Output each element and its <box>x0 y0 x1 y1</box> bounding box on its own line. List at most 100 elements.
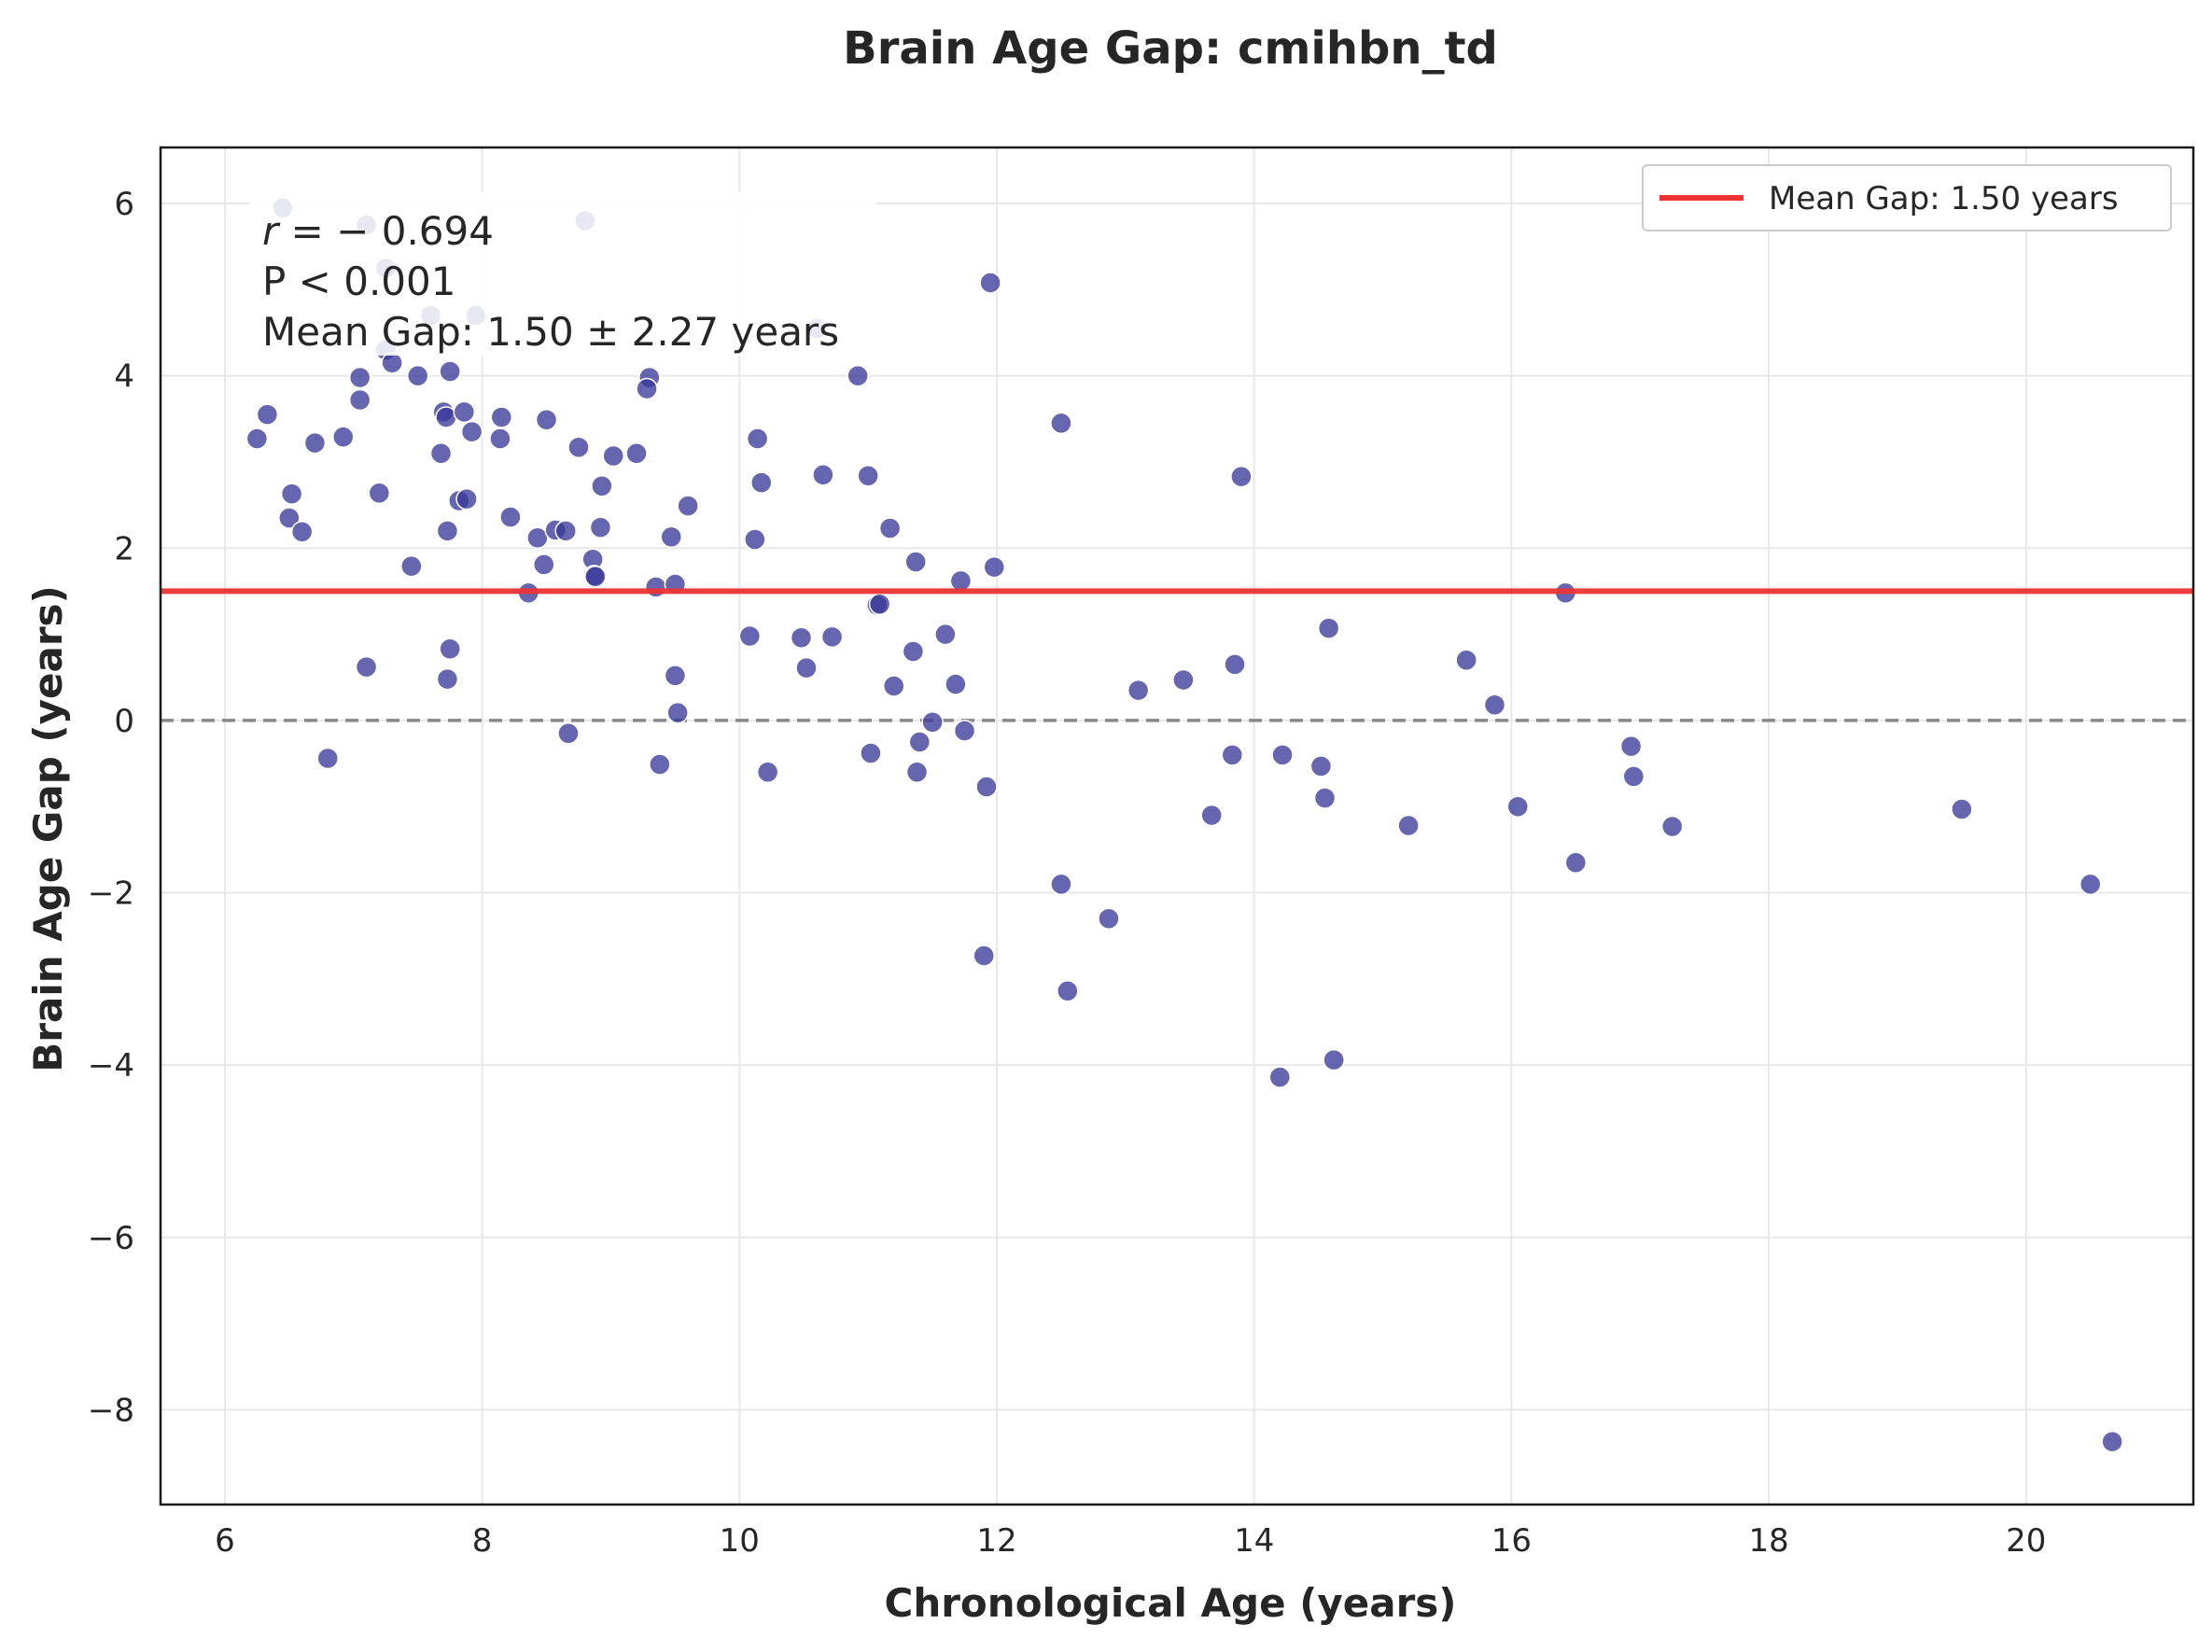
data-point <box>660 525 683 549</box>
mean-gap-stats-text: Mean Gap: 1.50 ± 2.27 years <box>262 309 839 355</box>
x-axis-ticks: 6 8 10 12 14 16 18 20 <box>215 1522 2046 1560</box>
data-point <box>400 554 423 578</box>
y-tick-label: 6 <box>114 186 134 223</box>
data-point <box>636 377 658 400</box>
data-point <box>1271 744 1294 766</box>
data-point <box>878 517 902 539</box>
data-point <box>303 431 327 455</box>
data-point <box>245 427 269 450</box>
data-point <box>1200 804 1223 827</box>
data-point <box>1268 1066 1292 1088</box>
data-point <box>1127 679 1150 702</box>
legend-label-mean-gap: Mean Gap: 1.50 years <box>1769 180 2119 217</box>
data-point <box>649 753 671 776</box>
data-point <box>664 665 687 687</box>
chart-title: Brain Age Gap: cmihbn_td <box>843 22 1498 75</box>
data-point <box>1317 617 1340 639</box>
data-point <box>983 555 1006 579</box>
data-point <box>348 388 371 412</box>
data-point <box>280 483 303 505</box>
y-tick-label: 4 <box>114 358 134 396</box>
data-point <box>1506 795 1530 818</box>
data-point <box>348 366 371 389</box>
x-tick-label: 18 <box>1748 1522 1788 1560</box>
data-point <box>1455 649 1477 672</box>
data-point <box>554 520 577 542</box>
data-point <box>1224 653 1246 676</box>
data-point <box>1172 668 1195 692</box>
data-point <box>1230 465 1253 488</box>
data-point <box>290 520 314 543</box>
data-point <box>278 507 301 529</box>
data-point <box>934 623 957 646</box>
y-tick-label: 0 <box>114 703 134 740</box>
data-point <box>795 656 818 679</box>
data-point <box>1397 814 1420 837</box>
data-point <box>439 360 461 383</box>
data-point <box>1619 735 1643 758</box>
x-tick-label: 16 <box>1491 1522 1532 1560</box>
legend: Mean Gap: 1.50 years <box>1642 164 2172 231</box>
data-point <box>868 593 891 616</box>
data-point <box>533 553 555 576</box>
data-point <box>979 272 1001 294</box>
x-axis-label: Chronological Age (years) <box>885 1580 1457 1626</box>
data-point <box>750 471 773 494</box>
x-tick-label: 8 <box>472 1522 493 1560</box>
data-point <box>368 482 391 504</box>
data-point <box>1057 980 1079 1002</box>
legend-box <box>1642 164 2172 231</box>
scatter-points <box>245 196 2123 1453</box>
data-point <box>1323 1048 1345 1071</box>
data-point <box>499 506 522 528</box>
data-point <box>1050 412 1072 435</box>
data-point <box>256 403 279 426</box>
data-point <box>945 673 967 695</box>
data-point <box>908 731 931 753</box>
data-point <box>406 364 429 387</box>
data-point <box>1660 815 1684 838</box>
data-point <box>738 624 762 648</box>
y-tick-label: −4 <box>88 1047 134 1085</box>
data-point <box>381 352 403 374</box>
y-tick-label: −8 <box>88 1392 134 1429</box>
data-point <box>1622 765 1645 788</box>
x-tick-label: 6 <box>215 1522 235 1560</box>
y-axis-ticks: −8 −6 −4 −2 0 2 4 6 <box>88 186 134 1429</box>
data-point <box>1050 873 1072 896</box>
data-point <box>602 444 624 468</box>
data-point <box>666 701 689 724</box>
data-point <box>2101 1430 2123 1453</box>
data-point <box>973 945 995 967</box>
data-point <box>1483 693 1506 717</box>
data-point <box>455 487 478 511</box>
data-point <box>489 427 511 450</box>
data-point <box>921 711 944 734</box>
data-point <box>756 761 779 784</box>
data-point <box>557 722 580 745</box>
y-tick-label: 2 <box>114 530 134 567</box>
data-point <box>591 475 613 497</box>
data-point <box>567 436 590 459</box>
stats-box-background <box>250 192 875 356</box>
data-point <box>677 495 699 517</box>
data-point <box>1221 744 1244 766</box>
p-value-text: P < 0.001 <box>262 259 455 304</box>
data-point <box>439 637 461 661</box>
data-point <box>812 464 834 486</box>
data-point <box>860 742 882 764</box>
data-point <box>436 667 459 691</box>
data-point <box>857 464 879 487</box>
correlation-r-label: r <box>262 208 281 254</box>
x-tick-label: 20 <box>2006 1522 2046 1560</box>
y-axis-label: Brain Age Gap (years) <box>25 585 71 1071</box>
data-point <box>644 576 667 598</box>
data-point <box>790 626 813 650</box>
data-point <box>429 441 453 465</box>
data-point <box>744 528 766 551</box>
data-point <box>820 625 844 649</box>
data-point <box>975 776 998 798</box>
stats-annotation: r = − 0.694 P < 0.001 Mean Gap: 1.50 ± 2… <box>250 192 875 356</box>
data-point <box>882 675 905 697</box>
data-point <box>331 426 355 448</box>
